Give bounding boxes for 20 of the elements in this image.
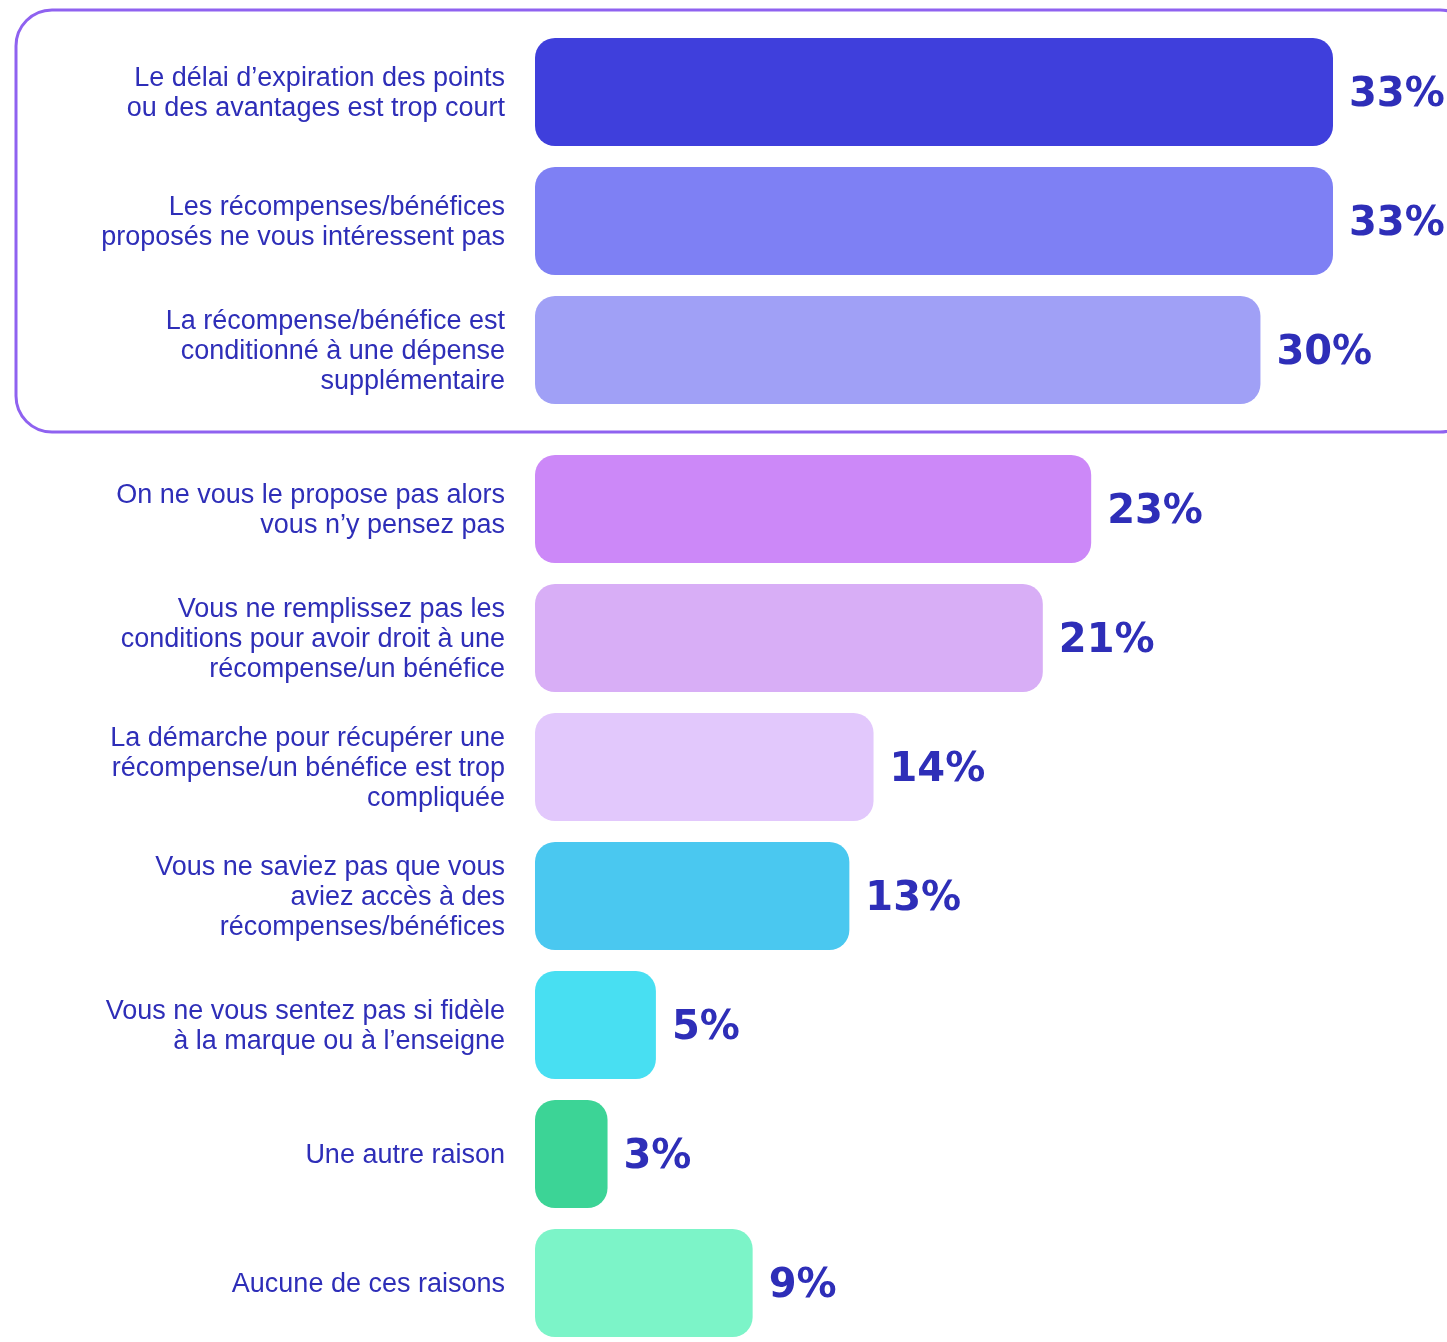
data-label: 13% bbox=[865, 873, 962, 919]
y-tick-label: Vous ne remplissez pas les conditions pour avoir droit à une récompense/un bénéfice bbox=[120, 593, 505, 683]
y-tick-label: Vous ne saviez pas que vous aviez accès à des récompenses/bénéfices bbox=[155, 851, 505, 941]
y-tick-label: La démarche pour récupérer une récompense/un bénéfice est trop compliquée bbox=[110, 722, 505, 812]
data-label: 30% bbox=[1276, 327, 1373, 373]
data-label: 9% bbox=[768, 1260, 837, 1306]
data-label: 5% bbox=[671, 1002, 740, 1048]
data-label: 33% bbox=[1349, 69, 1445, 115]
y-tick-label: La récompense/bénéfice est conditionné à une dépense supplémentaire bbox=[165, 305, 506, 395]
y-tick-label: Le délai d’expiration des points ou des avantages est trop court bbox=[126, 62, 506, 122]
y-tick-label: On ne vous le propose pas alors vous n’y pensez pas bbox=[116, 479, 505, 539]
data-label: 3% bbox=[623, 1131, 692, 1177]
y-tick-label: Une autre raison bbox=[305, 1139, 505, 1169]
y-tick-label: Aucune de ces raisons bbox=[231, 1268, 505, 1298]
data-label: 23% bbox=[1107, 486, 1203, 532]
y-tick-label: Vous ne vous sentez pas si fidèle à la marque ou à l’enseigne bbox=[105, 995, 505, 1055]
data-label: 14% bbox=[889, 744, 986, 790]
data-label: 21% bbox=[1058, 615, 1155, 661]
data-label: 33% bbox=[1349, 198, 1445, 244]
y-tick-label: Les récompenses/bénéfices proposés ne vous intéressent pas bbox=[101, 191, 505, 251]
